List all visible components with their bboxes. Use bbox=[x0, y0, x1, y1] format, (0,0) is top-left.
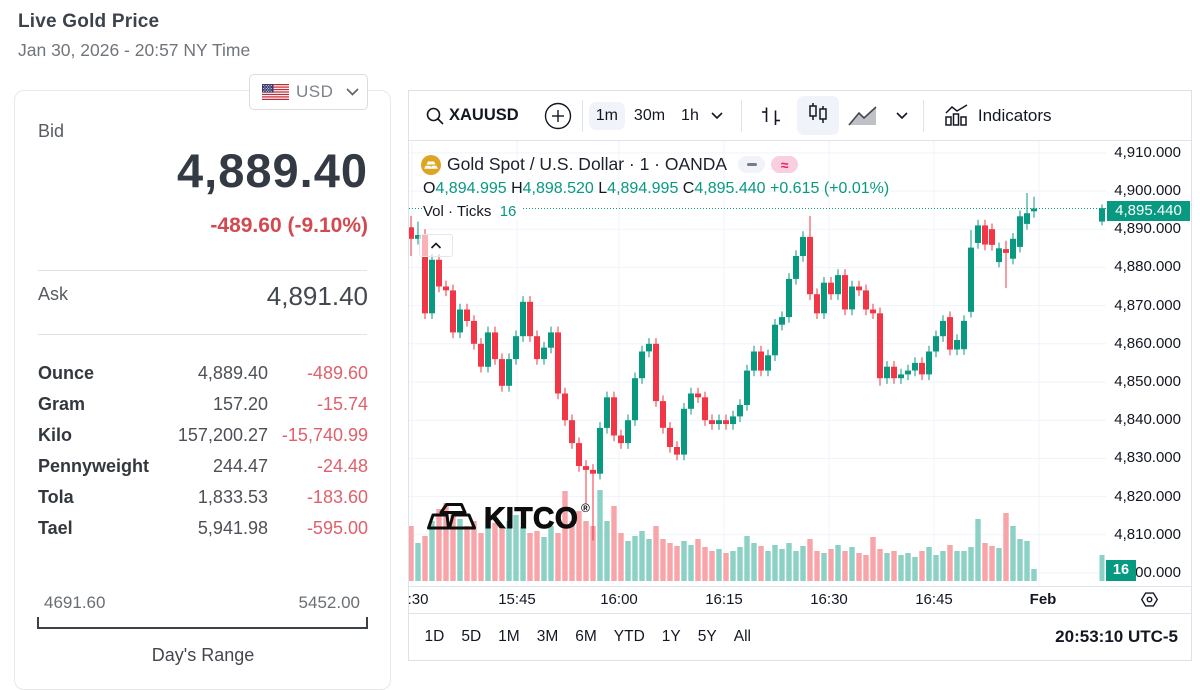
svg-text:®: ® bbox=[581, 501, 590, 515]
svg-text:KITCO: KITCO bbox=[484, 502, 578, 535]
